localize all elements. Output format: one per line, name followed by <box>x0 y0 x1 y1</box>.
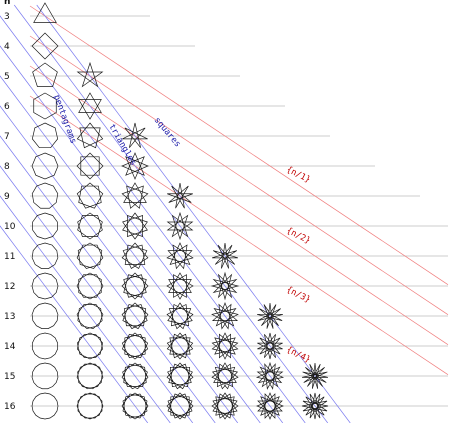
blue-diagonal <box>13 4 329 423</box>
star-polygon <box>301 362 329 389</box>
star-polygon <box>166 302 194 330</box>
star-polygon <box>32 62 58 87</box>
star-polygon <box>212 242 238 269</box>
star-polygon <box>122 212 148 240</box>
row-label: 7 <box>4 132 10 142</box>
star-polygon <box>31 392 59 420</box>
star-polygon <box>31 152 59 180</box>
star-polygon <box>32 212 58 240</box>
red-diagonal <box>29 5 449 285</box>
red-label-4: {n/4} <box>285 345 312 366</box>
star-polygon <box>166 242 194 270</box>
star-polygon <box>31 122 59 149</box>
star-polygon <box>121 392 149 420</box>
star-polygon <box>76 272 104 300</box>
row-label: 16 <box>4 402 16 412</box>
star-polygon <box>255 361 285 390</box>
star-polygon <box>122 122 148 148</box>
star-polygon <box>121 242 149 269</box>
star-polygon <box>166 362 194 390</box>
star-polygon <box>76 122 104 149</box>
row-label: 8 <box>4 162 10 172</box>
star-polygon <box>121 152 149 180</box>
star-polygon <box>166 332 194 360</box>
row-label: 4 <box>4 42 10 52</box>
star-polygon <box>31 362 59 390</box>
blue-diagonal <box>0 195 171 423</box>
row-label: 13 <box>4 312 15 322</box>
red-diagonal <box>29 35 449 315</box>
star-polygon <box>76 362 104 390</box>
n-header: n <box>4 0 10 7</box>
star-polygon <box>167 182 193 209</box>
blue-diagonal <box>0 75 261 423</box>
star-polygon <box>257 332 283 360</box>
row-label: 3 <box>4 12 10 22</box>
star-polygon <box>76 242 104 269</box>
star-polygon <box>211 332 239 360</box>
star-polygon <box>166 211 194 241</box>
star-polygon <box>121 332 149 360</box>
blue-diagonal <box>0 165 194 423</box>
row-label: 12 <box>4 282 15 292</box>
row-labels: 3 4 5 6 7 8 9 10 11 12 13 14 15 16 <box>4 12 16 412</box>
star-polygon <box>256 392 284 420</box>
star-polygon <box>210 271 240 301</box>
star-polygon <box>257 302 283 329</box>
star-polygon <box>33 2 57 23</box>
star-polygon <box>31 32 59 60</box>
star-polygon <box>211 362 239 390</box>
blue-diagonal <box>36 4 351 423</box>
blue-diagonal <box>0 135 216 423</box>
star-polygon <box>211 302 239 330</box>
row-label: 14 <box>4 342 16 352</box>
row-label: 11 <box>4 252 15 262</box>
blue-diagonal <box>0 105 239 423</box>
row-label: 5 <box>4 72 10 82</box>
red-label-1: {n/1} <box>285 165 312 186</box>
row-lines <box>30 15 448 407</box>
red-label-2: {n/2} <box>285 226 312 247</box>
squares-label: squares <box>152 116 183 150</box>
row-label: 10 <box>4 222 16 232</box>
star-polygon <box>121 272 149 300</box>
star-polygon <box>76 61 104 88</box>
red-label-3: {n/3} <box>285 285 312 306</box>
star-polygon <box>76 152 104 180</box>
star-polygon <box>121 362 149 390</box>
star-polygon <box>166 392 194 420</box>
star-polygon <box>121 182 149 209</box>
polygon-shapes <box>31 2 329 420</box>
star-polygon <box>31 242 59 269</box>
star-polygon <box>121 302 149 330</box>
star-polygon <box>31 272 59 300</box>
blue-diagonal <box>0 225 149 423</box>
star-polygon <box>166 272 194 300</box>
star-polygon <box>301 392 329 420</box>
star-polygon <box>31 332 59 360</box>
star-polygon <box>76 332 104 360</box>
star-polygon <box>77 212 103 240</box>
row-label: 6 <box>4 102 10 112</box>
star-polygon <box>76 302 104 330</box>
row-label: 9 <box>4 192 10 202</box>
star-polygon <box>211 392 239 420</box>
star-polygon <box>31 302 59 329</box>
red-diagonal <box>29 95 449 375</box>
star-polygon <box>76 182 104 209</box>
star-polygon <box>76 392 104 420</box>
row-label: 15 <box>4 372 15 382</box>
star-polygon <box>33 92 57 120</box>
diagonal-lines <box>0 4 449 423</box>
star-polygon <box>31 182 59 209</box>
star-polygon <box>78 92 102 120</box>
blue-diagonal <box>0 15 306 423</box>
